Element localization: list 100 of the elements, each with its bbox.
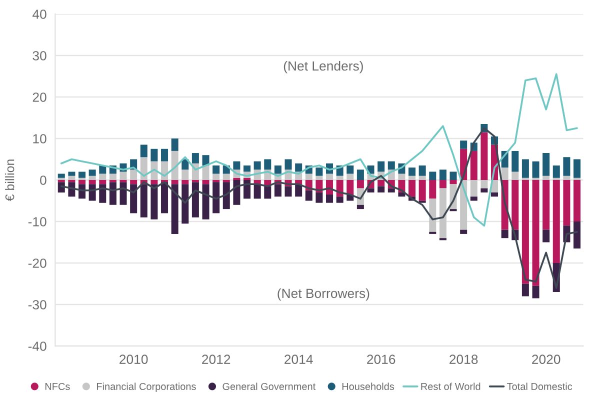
bar <box>68 176 76 180</box>
bar <box>192 153 199 164</box>
bar <box>522 159 529 178</box>
bar <box>150 180 158 184</box>
bar <box>58 182 65 192</box>
bar <box>460 230 468 234</box>
y-tick-label: -40 <box>28 342 46 351</box>
bar <box>378 186 385 192</box>
bar <box>58 174 65 178</box>
bar <box>356 170 364 180</box>
line-series <box>60 73 578 227</box>
bar <box>284 186 292 197</box>
x-tick-label: 2010 <box>120 354 148 364</box>
bar <box>109 182 116 205</box>
bar <box>120 182 127 205</box>
bar <box>501 168 508 180</box>
bar <box>274 184 282 197</box>
bar <box>171 184 178 234</box>
bar <box>439 180 446 188</box>
bar <box>99 184 106 203</box>
bar <box>346 180 354 195</box>
bar <box>336 196 344 203</box>
bar <box>470 150 478 180</box>
x-tick-label: 2014 <box>284 354 313 364</box>
bar <box>130 184 138 214</box>
bar <box>88 180 96 184</box>
bar <box>542 153 550 176</box>
bar <box>450 172 457 180</box>
bar <box>408 176 416 180</box>
bar <box>532 161 540 178</box>
bar <box>305 190 312 201</box>
bar <box>522 284 529 296</box>
bar <box>378 180 385 186</box>
bar <box>161 182 168 214</box>
legend-label: Rest of World <box>421 382 480 390</box>
bar <box>316 176 323 180</box>
bar <box>346 165 354 174</box>
bar <box>171 150 178 180</box>
legend-label: NFCs <box>45 382 70 390</box>
bar <box>78 180 86 184</box>
bar <box>491 192 498 197</box>
bar <box>99 180 106 184</box>
bar <box>574 159 581 178</box>
bar <box>140 184 148 218</box>
y-tick-label: 10 <box>33 134 46 144</box>
bar <box>140 144 148 158</box>
bar <box>532 286 540 298</box>
bar <box>202 155 210 166</box>
bar <box>356 180 364 188</box>
bar <box>68 172 76 176</box>
bar <box>450 180 457 184</box>
bar <box>284 159 292 170</box>
bar <box>295 163 302 172</box>
bar <box>150 184 158 220</box>
bar <box>480 180 488 188</box>
x-tick-label: 2020 <box>532 354 560 364</box>
bar <box>408 168 416 176</box>
bar <box>552 180 560 263</box>
bar <box>542 180 550 230</box>
bar <box>470 196 478 201</box>
bar <box>563 180 570 226</box>
bar <box>439 170 446 180</box>
bar <box>408 180 416 197</box>
bar <box>264 186 272 199</box>
y-axis-title: € billion <box>5 160 14 202</box>
bar <box>398 192 406 197</box>
legend-label: Households <box>342 382 394 390</box>
bar <box>480 188 488 192</box>
legend-label: Financial Corporations <box>97 382 196 392</box>
bar <box>171 180 178 184</box>
bar <box>542 230 550 242</box>
bar <box>378 161 385 172</box>
bar <box>182 184 189 224</box>
bar <box>233 161 240 170</box>
bar <box>161 148 168 162</box>
bar <box>512 150 519 172</box>
line-series <box>60 127 578 289</box>
bar <box>512 172 519 180</box>
bar <box>88 176 96 180</box>
bar <box>388 161 395 170</box>
bar <box>429 198 436 232</box>
bar <box>336 176 344 180</box>
bar <box>532 180 540 286</box>
bar <box>202 184 210 220</box>
bar <box>182 180 189 184</box>
x-tick-label: 2012 <box>202 354 230 364</box>
y-tick-label: 0 <box>40 176 46 185</box>
bar <box>171 138 178 151</box>
bar <box>418 180 426 201</box>
bar <box>326 174 334 180</box>
bar <box>212 174 220 180</box>
y-tick-label: 40 <box>32 10 46 19</box>
bar <box>512 180 519 230</box>
bar <box>418 176 426 180</box>
bar <box>274 165 282 174</box>
bar <box>367 188 374 192</box>
bar <box>316 192 323 203</box>
bar <box>140 157 148 180</box>
bar <box>233 180 240 205</box>
y-tick-label: -10 <box>28 217 46 226</box>
